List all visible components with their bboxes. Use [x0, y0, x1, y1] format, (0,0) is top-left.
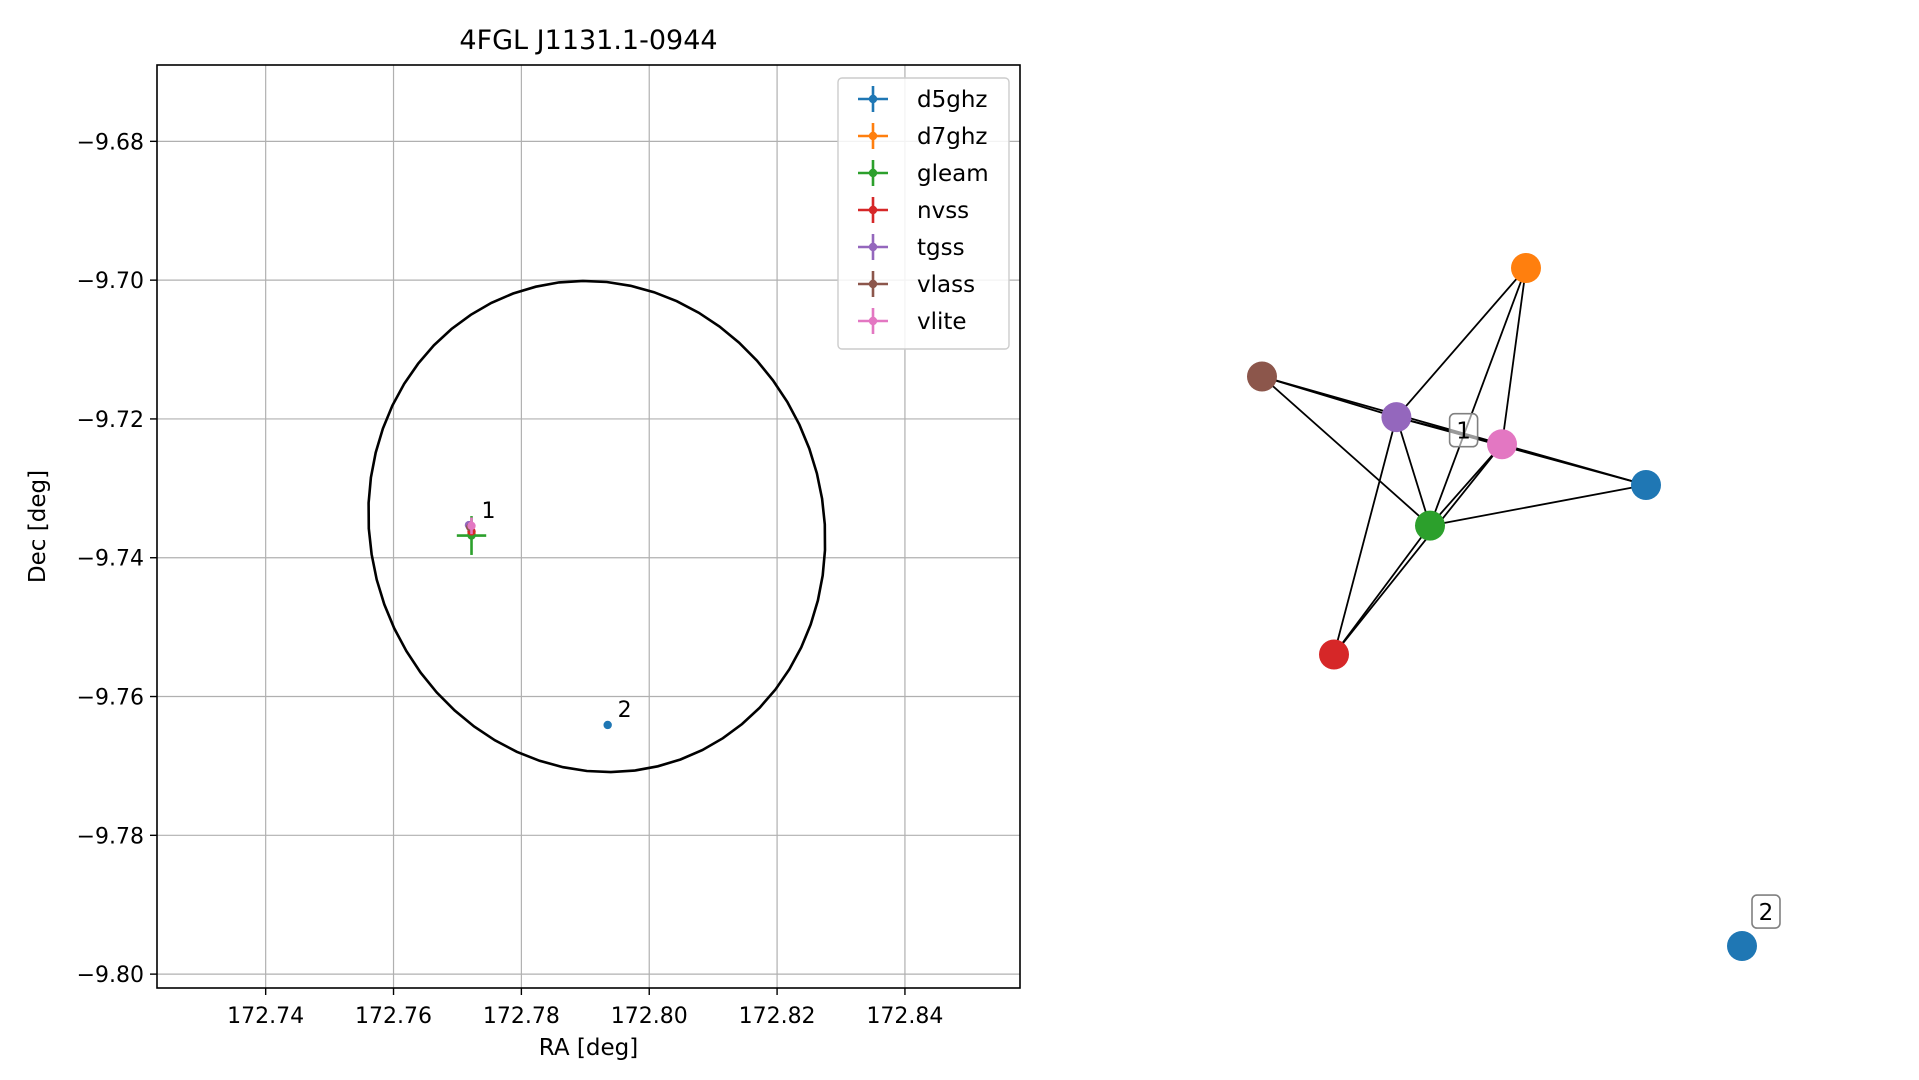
legend-marker-dot: [868, 242, 878, 252]
y-axis-label: Dec [deg]: [25, 470, 51, 583]
legend-marker-dot: [868, 94, 878, 104]
legend-marker-dot: [868, 131, 878, 141]
y-tick-label: −9.70: [77, 269, 144, 294]
group-label: 1: [1456, 419, 1471, 445]
graph-node: [1319, 639, 1349, 670]
x-tick-label: 172.76: [355, 1004, 432, 1029]
graph-node: [1415, 510, 1445, 541]
x-tick-label: 172.74: [227, 1004, 304, 1029]
graph-edge: [1501, 443, 1647, 486]
legend: d5ghz d7ghz gleam nvss tgss vlass vlite: [837, 77, 1010, 350]
graph-node: [1381, 402, 1412, 433]
graph-edge: [1429, 484, 1647, 527]
x-tick-label: 172.78: [483, 1004, 560, 1029]
legend-label: vlite: [917, 309, 967, 335]
y-tick-label: −9.72: [77, 408, 144, 433]
localization-ellipse: [367, 279, 827, 774]
x-tick-label: 172.80: [611, 1004, 688, 1029]
graph-edge: [1395, 267, 1527, 418]
legend-marker-dot: [868, 316, 878, 326]
group-label-box: [1751, 894, 1781, 929]
graph-edge: [1261, 375, 1431, 527]
graph-node: [1511, 253, 1541, 283]
legend-label: nvss: [917, 198, 969, 224]
graph-edge: [1333, 525, 1431, 655]
legend-box: [837, 77, 1010, 350]
point-annotation: 1: [482, 499, 496, 524]
plot-frame: [156, 64, 1021, 989]
graph-edge: [1333, 416, 1398, 655]
legend-label: d7ghz: [917, 124, 987, 150]
scatter-plot: 1 2 172.74 172.76 172.78 172.80 172.82 172.84 −9…: [25, 25, 1021, 1061]
y-tick-label: −9.78: [77, 824, 144, 849]
group-label: 2: [1759, 900, 1774, 926]
data-point: [603, 720, 612, 730]
graph-node: [1631, 469, 1661, 500]
y-tick-label: −9.76: [77, 686, 144, 711]
group-label-box: [1448, 412, 1479, 448]
graph-edge: [1501, 267, 1527, 445]
x-tick-label: 172.82: [739, 1004, 816, 1029]
legend-label: vlass: [917, 272, 975, 298]
x-tick-label: 172.84: [866, 1004, 943, 1029]
y-tick-label: −9.68: [77, 130, 144, 155]
graph-edge: [1429, 443, 1503, 527]
y-tick-label: −9.74: [77, 547, 144, 572]
legend-marker-dot: [868, 279, 878, 289]
graph-node: [1487, 429, 1517, 460]
y-tick-label: −9.80: [77, 963, 144, 988]
graph-edge: [1429, 267, 1527, 526]
x-axis-label: RA [deg]: [539, 1035, 638, 1061]
legend-marker-dot: [868, 168, 878, 178]
graph-node: [1247, 361, 1277, 392]
graph-node: [1727, 931, 1757, 961]
chart-title: 4FGL J1131.1-0944: [459, 25, 717, 56]
graph-edge: [1333, 443, 1503, 656]
graph-edge: [1395, 416, 1431, 526]
legend-label: d5ghz: [917, 87, 987, 113]
data-point: [467, 521, 476, 531]
legend-label: tgss: [917, 235, 965, 261]
legend-marker-dot: [868, 205, 878, 215]
point-annotation: 2: [618, 698, 632, 723]
legend-label: gleam: [917, 161, 989, 187]
network-graph: 12: [1247, 253, 1781, 961]
